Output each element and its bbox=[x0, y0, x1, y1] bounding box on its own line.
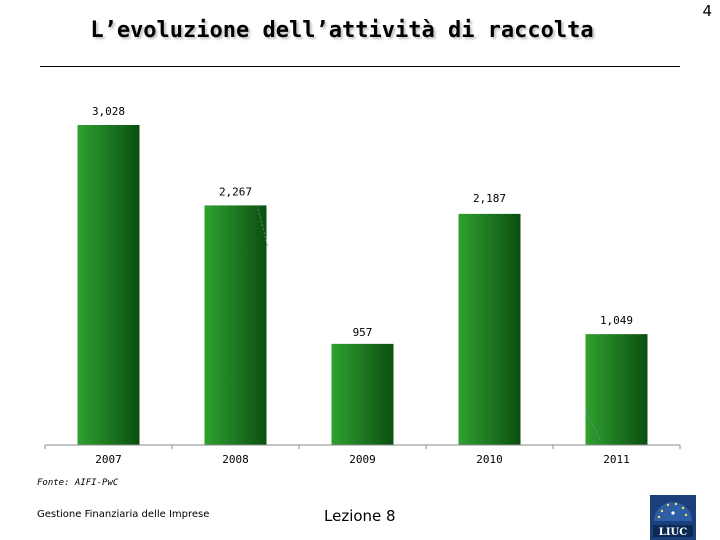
x-tick-label: 2008 bbox=[222, 453, 249, 466]
leader-line bbox=[256, 204, 269, 249]
bar-2011 bbox=[585, 334, 648, 445]
slide-title: L’evoluzione dell’attività di raccolta bbox=[90, 18, 594, 43]
logo-text: LIUC bbox=[659, 527, 687, 538]
footer-course: Gestione Finanziaria delle Imprese bbox=[37, 509, 210, 520]
source-note: Fonte: AIFI-PwC bbox=[37, 478, 119, 488]
footer-lesson: Lezione 8 bbox=[324, 507, 396, 525]
bar-value-label: 2,267 bbox=[219, 185, 252, 198]
bar-chart: 3,028 2,267 957 2,187 1,049 2007 2008 2009 2010… bbox=[44, 105, 681, 466]
page-number: 4 bbox=[702, 2, 712, 20]
leader-line bbox=[586, 412, 602, 443]
x-tick-label: 2011 bbox=[603, 453, 630, 466]
x-tick-label: 2007 bbox=[95, 453, 122, 466]
bar-value-label: 3,028 bbox=[92, 105, 125, 118]
bar-value-label: 2,187 bbox=[473, 192, 506, 205]
liuc-logo: LIUC bbox=[650, 495, 696, 540]
bar-value-label: 957 bbox=[353, 326, 373, 339]
title-divider bbox=[40, 66, 680, 67]
bar-2009 bbox=[331, 343, 394, 445]
bar-2008 bbox=[204, 205, 267, 445]
bar-2010 bbox=[458, 213, 521, 445]
bar-2007 bbox=[77, 125, 140, 445]
x-tick-label: 2009 bbox=[349, 453, 376, 466]
x-tick-label: 2010 bbox=[476, 453, 503, 466]
bar-value-label: 1,049 bbox=[600, 314, 633, 327]
